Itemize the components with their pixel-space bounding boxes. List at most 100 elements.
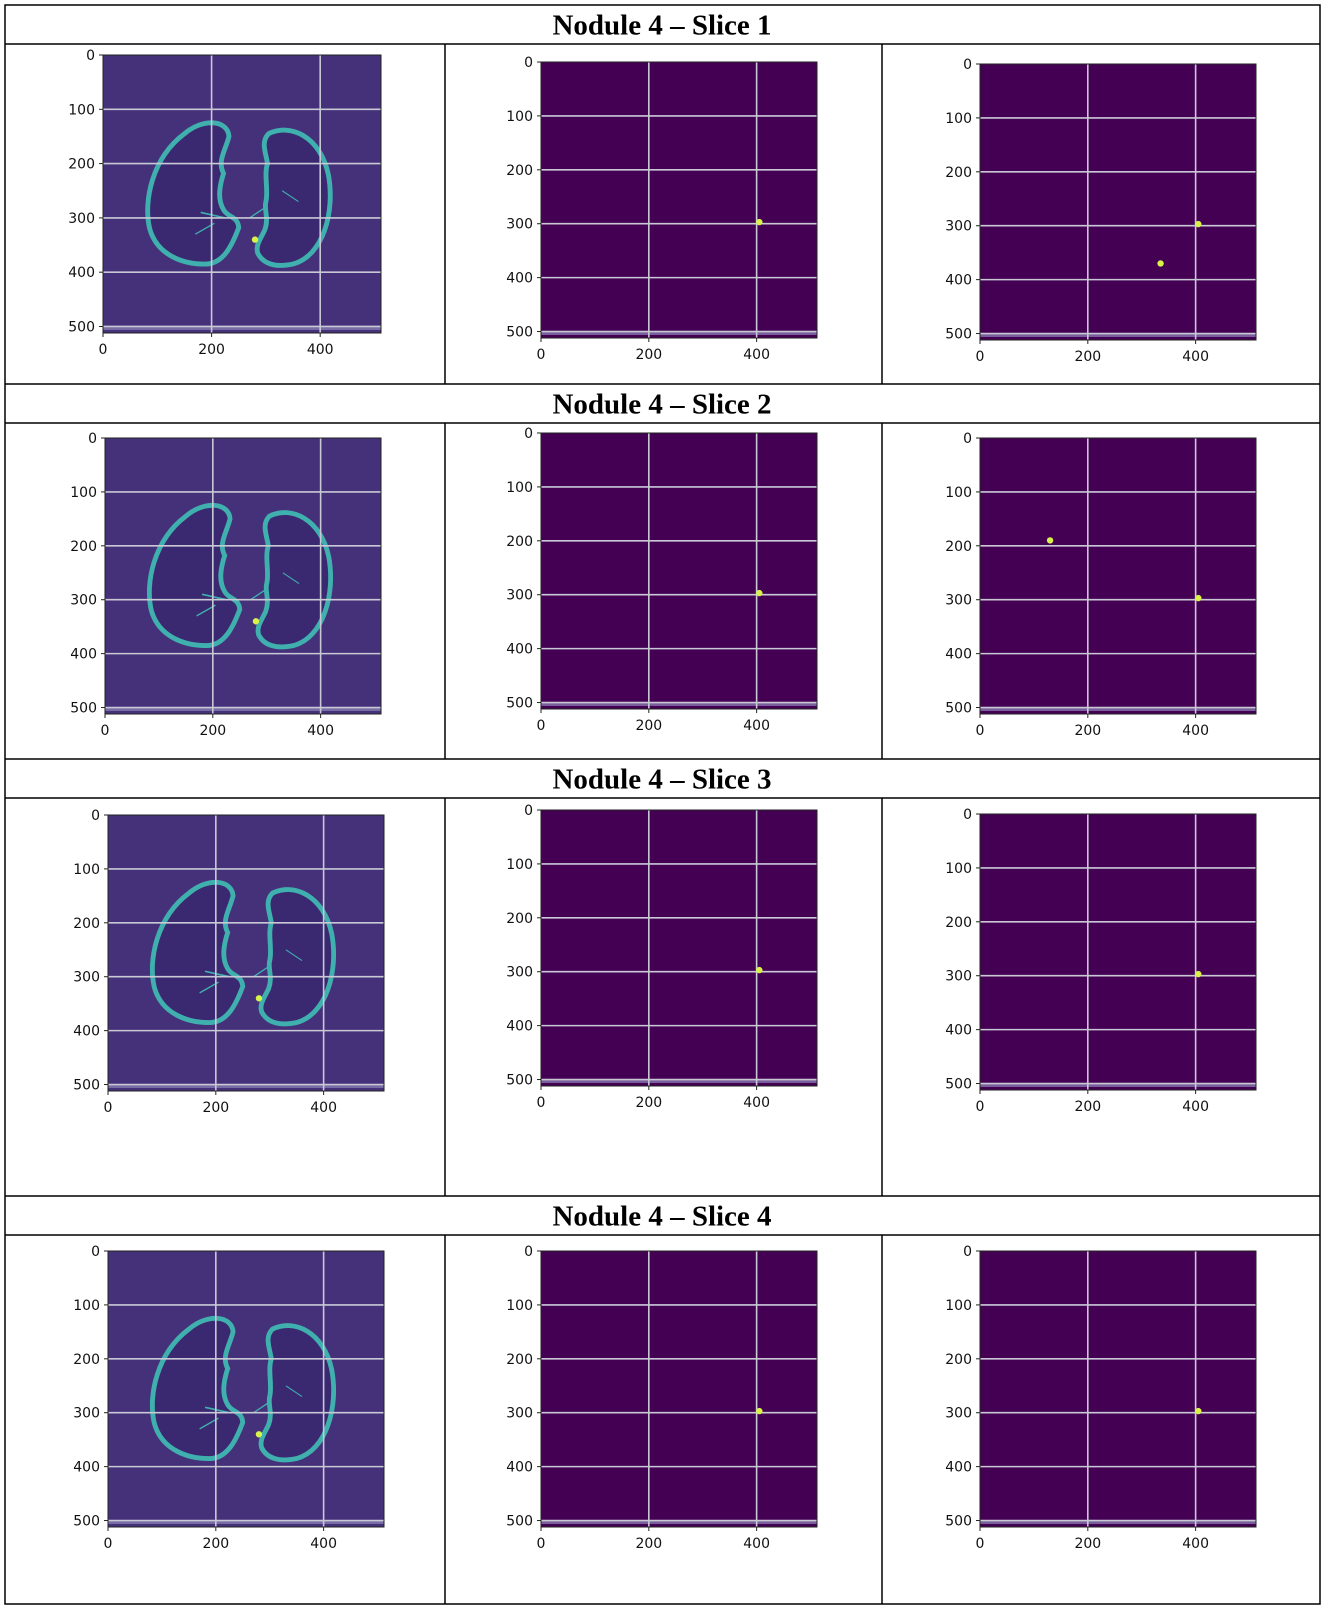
nodule-marker xyxy=(756,218,763,226)
y-tick-label: 300 xyxy=(70,593,97,609)
y-tick-label: 0 xyxy=(86,48,95,64)
x-tick-label: 200 xyxy=(198,342,225,358)
x-tick-label: 400 xyxy=(1182,1099,1209,1115)
y-tick-label: 300 xyxy=(945,969,972,985)
x-tick-label: 200 xyxy=(635,1095,662,1111)
y-tick-label: 100 xyxy=(945,485,972,501)
y-tick-label: 200 xyxy=(945,1352,972,1368)
y-tick-label: 500 xyxy=(506,696,533,712)
y-tick-label: 200 xyxy=(73,1352,100,1368)
plot-image xyxy=(105,438,381,714)
x-tick-label: 0 xyxy=(104,1536,113,1552)
x-tick-label: 400 xyxy=(307,723,334,739)
nodule-marker xyxy=(251,236,259,243)
y-tick-label: 400 xyxy=(73,1024,100,1040)
image-edge xyxy=(108,1085,384,1088)
plot-image xyxy=(103,55,381,333)
nodule-marker xyxy=(1195,594,1202,602)
y-tick-label: 500 xyxy=(68,319,95,335)
image-edge xyxy=(541,332,817,335)
plot-frame xyxy=(979,813,1257,1091)
y-tick-label: 100 xyxy=(506,109,533,125)
y-tick-label: 100 xyxy=(70,485,97,501)
image-edge xyxy=(105,708,381,711)
y-tick-label: 100 xyxy=(506,480,533,496)
vessel xyxy=(253,965,271,978)
x-tick-label: 200 xyxy=(635,347,662,363)
x-tick-label: 400 xyxy=(743,1536,770,1552)
y-tick-label: 500 xyxy=(70,701,97,717)
nodule-marker xyxy=(1195,220,1202,228)
y-tick-label: 300 xyxy=(506,1406,533,1422)
y-tick-label: 100 xyxy=(73,1298,100,1314)
y-tick-label: 400 xyxy=(945,1023,972,1039)
left-lung xyxy=(145,120,242,267)
nodule-marker xyxy=(1046,537,1054,544)
y-tick-label: 200 xyxy=(73,916,100,932)
plot-image xyxy=(108,1251,384,1527)
y-tick-label: 0 xyxy=(91,808,100,824)
x-tick-label: 200 xyxy=(635,1536,662,1552)
plot-image xyxy=(980,1251,1256,1527)
x-tick-label: 0 xyxy=(976,1099,985,1115)
x-tick-label: 200 xyxy=(202,1100,229,1116)
plot-image xyxy=(980,64,1256,340)
y-tick-label: 500 xyxy=(945,1077,972,1093)
y-tick-label: 400 xyxy=(945,273,972,289)
y-tick-label: 300 xyxy=(73,970,100,986)
y-tick-label: 300 xyxy=(506,588,533,604)
plot-frame xyxy=(540,1250,818,1528)
y-tick-label: 0 xyxy=(963,431,972,447)
plot-frame xyxy=(107,814,385,1092)
image-edge xyxy=(103,327,381,330)
plot-frame xyxy=(979,63,1257,341)
x-tick-label: 0 xyxy=(104,1100,113,1116)
x-tick-label: 200 xyxy=(1074,1099,1101,1115)
y-tick-label: 200 xyxy=(68,157,95,173)
plot-image xyxy=(108,815,384,1091)
x-tick-label: 0 xyxy=(976,723,985,739)
nodule-marker xyxy=(252,618,260,625)
y-tick-label: 300 xyxy=(73,1406,100,1422)
vessel xyxy=(285,949,303,961)
row-title: Nodule 4 – Slice 2 xyxy=(552,389,771,421)
image-edge xyxy=(980,1521,1256,1524)
y-tick-label: 0 xyxy=(963,807,972,823)
row-title: Nodule 4 – Slice 3 xyxy=(552,764,771,796)
x-tick-label: 400 xyxy=(310,1100,337,1116)
x-tick-label: 400 xyxy=(743,1095,770,1111)
x-tick-label: 0 xyxy=(537,1095,546,1111)
vessel xyxy=(281,190,299,203)
nodule-marker xyxy=(1195,970,1202,978)
y-tick-label: 500 xyxy=(506,325,533,341)
x-tick-label: 0 xyxy=(99,342,108,358)
left-lung xyxy=(146,502,243,648)
y-tick-label: 100 xyxy=(73,862,100,878)
plot-image xyxy=(980,438,1256,714)
vessel xyxy=(201,593,227,601)
x-tick-label: 200 xyxy=(1074,723,1101,739)
y-tick-label: 100 xyxy=(945,1298,972,1314)
plot-image xyxy=(541,1251,817,1527)
y-tick-label: 100 xyxy=(506,857,533,873)
vessel xyxy=(282,572,300,584)
x-tick-label: 400 xyxy=(1182,349,1209,365)
vessel xyxy=(253,1401,271,1414)
x-tick-label: 400 xyxy=(1182,723,1209,739)
left-lung xyxy=(149,879,246,1025)
y-tick-label: 400 xyxy=(68,265,95,281)
y-tick-label: 500 xyxy=(945,1514,972,1530)
table-border xyxy=(4,4,1321,1605)
y-tick-label: 300 xyxy=(506,965,533,981)
plot-image xyxy=(541,433,817,709)
y-tick-label: 300 xyxy=(945,219,972,235)
